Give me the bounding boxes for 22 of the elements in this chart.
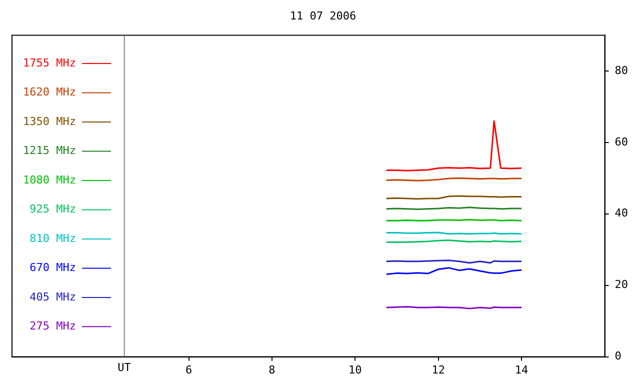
x-tick-label: 10: [348, 363, 362, 376]
legend-label: 405 MHz: [30, 290, 76, 304]
y-tick-label: 60: [614, 135, 628, 148]
x-tick-label: 8: [268, 363, 276, 376]
legend-label: 925 MHz: [30, 202, 76, 216]
y-tick-label: 80: [614, 64, 628, 77]
legend-label: 1620 MHz: [23, 86, 76, 99]
legend-label: 1755 MHz: [23, 56, 76, 70]
legend-label: 810 MHz: [30, 232, 76, 245]
y-tick-label: 20: [614, 278, 628, 292]
y-tick-label: 40: [614, 206, 628, 220]
y-tick-label: 0: [614, 350, 622, 363]
chart-title: 11 07 2006: [290, 9, 356, 22]
legend-label: 1350 MHz: [23, 114, 76, 128]
legend-label: 1080 MHz: [23, 173, 76, 186]
ref-line-label: UT: [118, 361, 132, 374]
x-tick-label: 12: [432, 363, 445, 376]
x-tick-label: 14: [514, 363, 529, 376]
legend-label: 670 MHz: [30, 261, 76, 274]
legend-label: 1215 MHz: [23, 144, 76, 158]
x-tick-label: 6: [185, 363, 192, 376]
legend-label: 275 MHz: [30, 320, 76, 333]
